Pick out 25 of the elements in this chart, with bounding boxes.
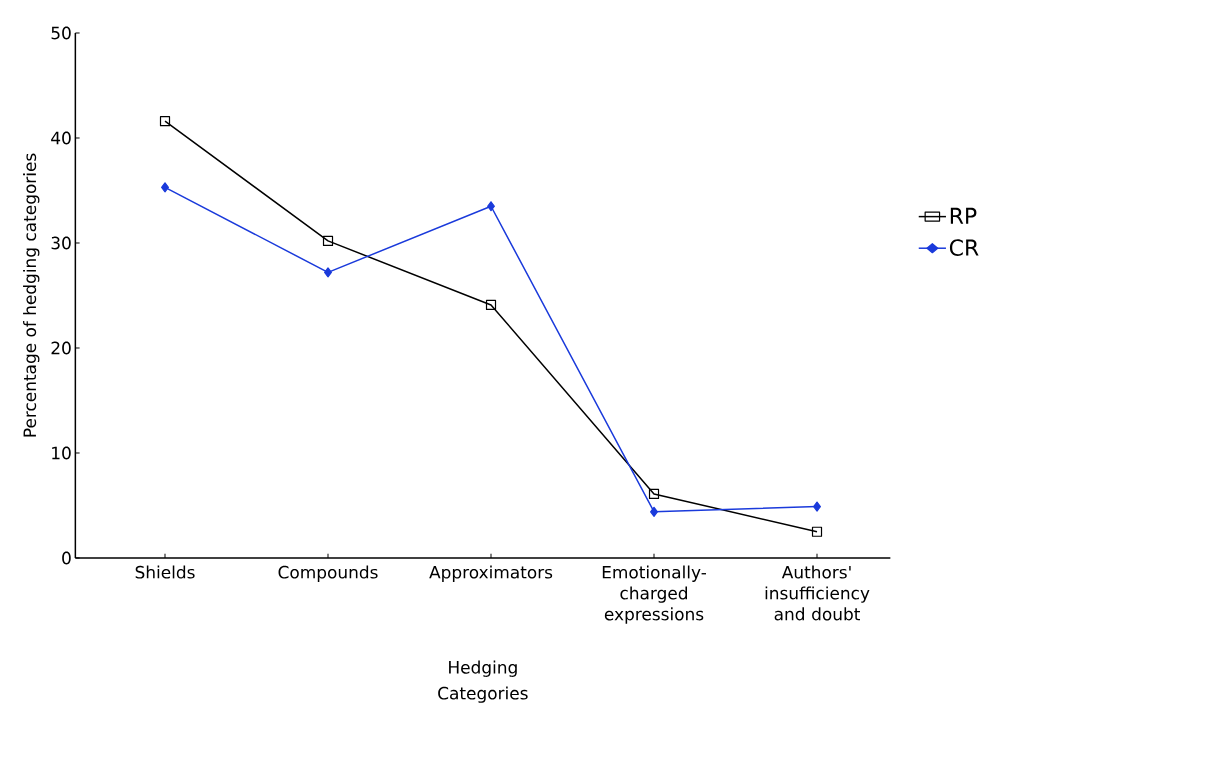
y-tick-label: 20 [51, 341, 71, 355]
point [159, 116, 171, 127]
legend-label: RP [950, 207, 977, 224]
x-tick-label: Shields [135, 565, 195, 579]
point [650, 506, 658, 517]
point [161, 182, 169, 193]
point [485, 299, 497, 311]
x-tick-label: Compounds [278, 565, 378, 582]
x-tick-label: Emotionally-charged expressions [602, 565, 707, 624]
legend-label: CR [949, 239, 979, 256]
y-axis-title: Percentage of hedging categories [23, 153, 40, 437]
x-tick-label: Approximators [429, 565, 553, 582]
point [322, 235, 334, 246]
point [324, 267, 332, 278]
point [487, 201, 495, 212]
point [813, 501, 821, 512]
y-tick-label: 50 [51, 26, 71, 40]
y-tick-label: 10 [52, 446, 71, 460]
x-tick-label: Authors' insufficiency and doubt [765, 565, 870, 621]
x-axis-title: Hedging Categories [438, 660, 528, 703]
y-tick-label: 40 [51, 131, 71, 145]
y-tick-label: 0 [62, 551, 71, 565]
point [811, 526, 823, 537]
y-tick-label: 30 [51, 236, 71, 250]
point [648, 488, 660, 500]
